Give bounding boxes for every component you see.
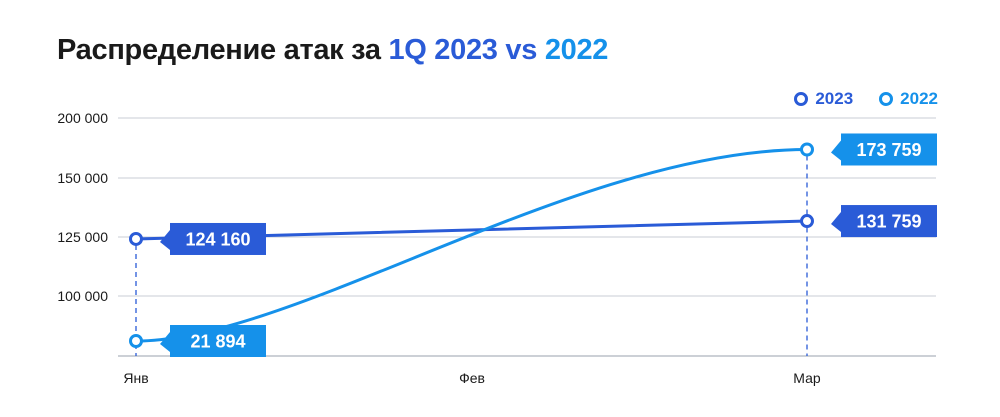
- y-tick-label: 100 000: [57, 288, 108, 304]
- callout-2023-jan-box: [170, 222, 266, 255]
- callout-2023-mar-box: [841, 205, 937, 238]
- callout-2022-mar-pointer: [831, 140, 841, 161]
- legend-label-2022: 2022: [900, 89, 938, 108]
- y-tick-label: 150 000: [57, 170, 108, 186]
- legend-marker-2023: [794, 92, 809, 106]
- x-tick-label: Мар: [793, 370, 821, 386]
- callout-2023-jan-text: 124 160: [185, 229, 250, 249]
- callout-2023-mar-text: 131 759: [856, 212, 921, 232]
- data-point-2023-mar: [800, 214, 814, 229]
- chart-title: Распределение атак за 1Q 2023 vs 2022: [57, 34, 608, 67]
- data-point-2022-jan: [129, 334, 143, 348]
- title-separator: vs: [497, 34, 545, 66]
- callout-2022-jan-pointer: [160, 332, 170, 352]
- chart-legend: 2023 2022: [794, 89, 938, 109]
- callout-2022-jan-text: 21 894: [190, 332, 245, 352]
- x-tick-label: Янв: [123, 370, 148, 386]
- callout-2023-mar-pointer: [831, 212, 841, 233]
- callout-2022-jan-box: [170, 325, 266, 357]
- legend-item-2023: 2023: [794, 89, 853, 109]
- callout-2022-mar-box: [841, 133, 937, 166]
- callout-2022-mar-text: 173 759: [856, 140, 921, 160]
- legend-marker-2022: [879, 92, 894, 106]
- legend-label-2023: 2023: [815, 89, 854, 108]
- y-tick-label: 200 000: [57, 110, 108, 126]
- x-tick-label: Фев: [459, 370, 485, 386]
- y-tick-label: 125 000: [57, 229, 108, 245]
- title-prefix: Распределение атак за: [57, 34, 389, 66]
- data-point-2022-mar: [800, 142, 814, 157]
- title-highlight-2023: 1Q 2023: [388, 34, 498, 66]
- callout-2023-jan-pointer: [160, 229, 170, 250]
- title-highlight-2022: 2022: [544, 34, 609, 66]
- data-point-2023-jan: [129, 231, 143, 246]
- legend-item-2022: 2022: [879, 89, 938, 109]
